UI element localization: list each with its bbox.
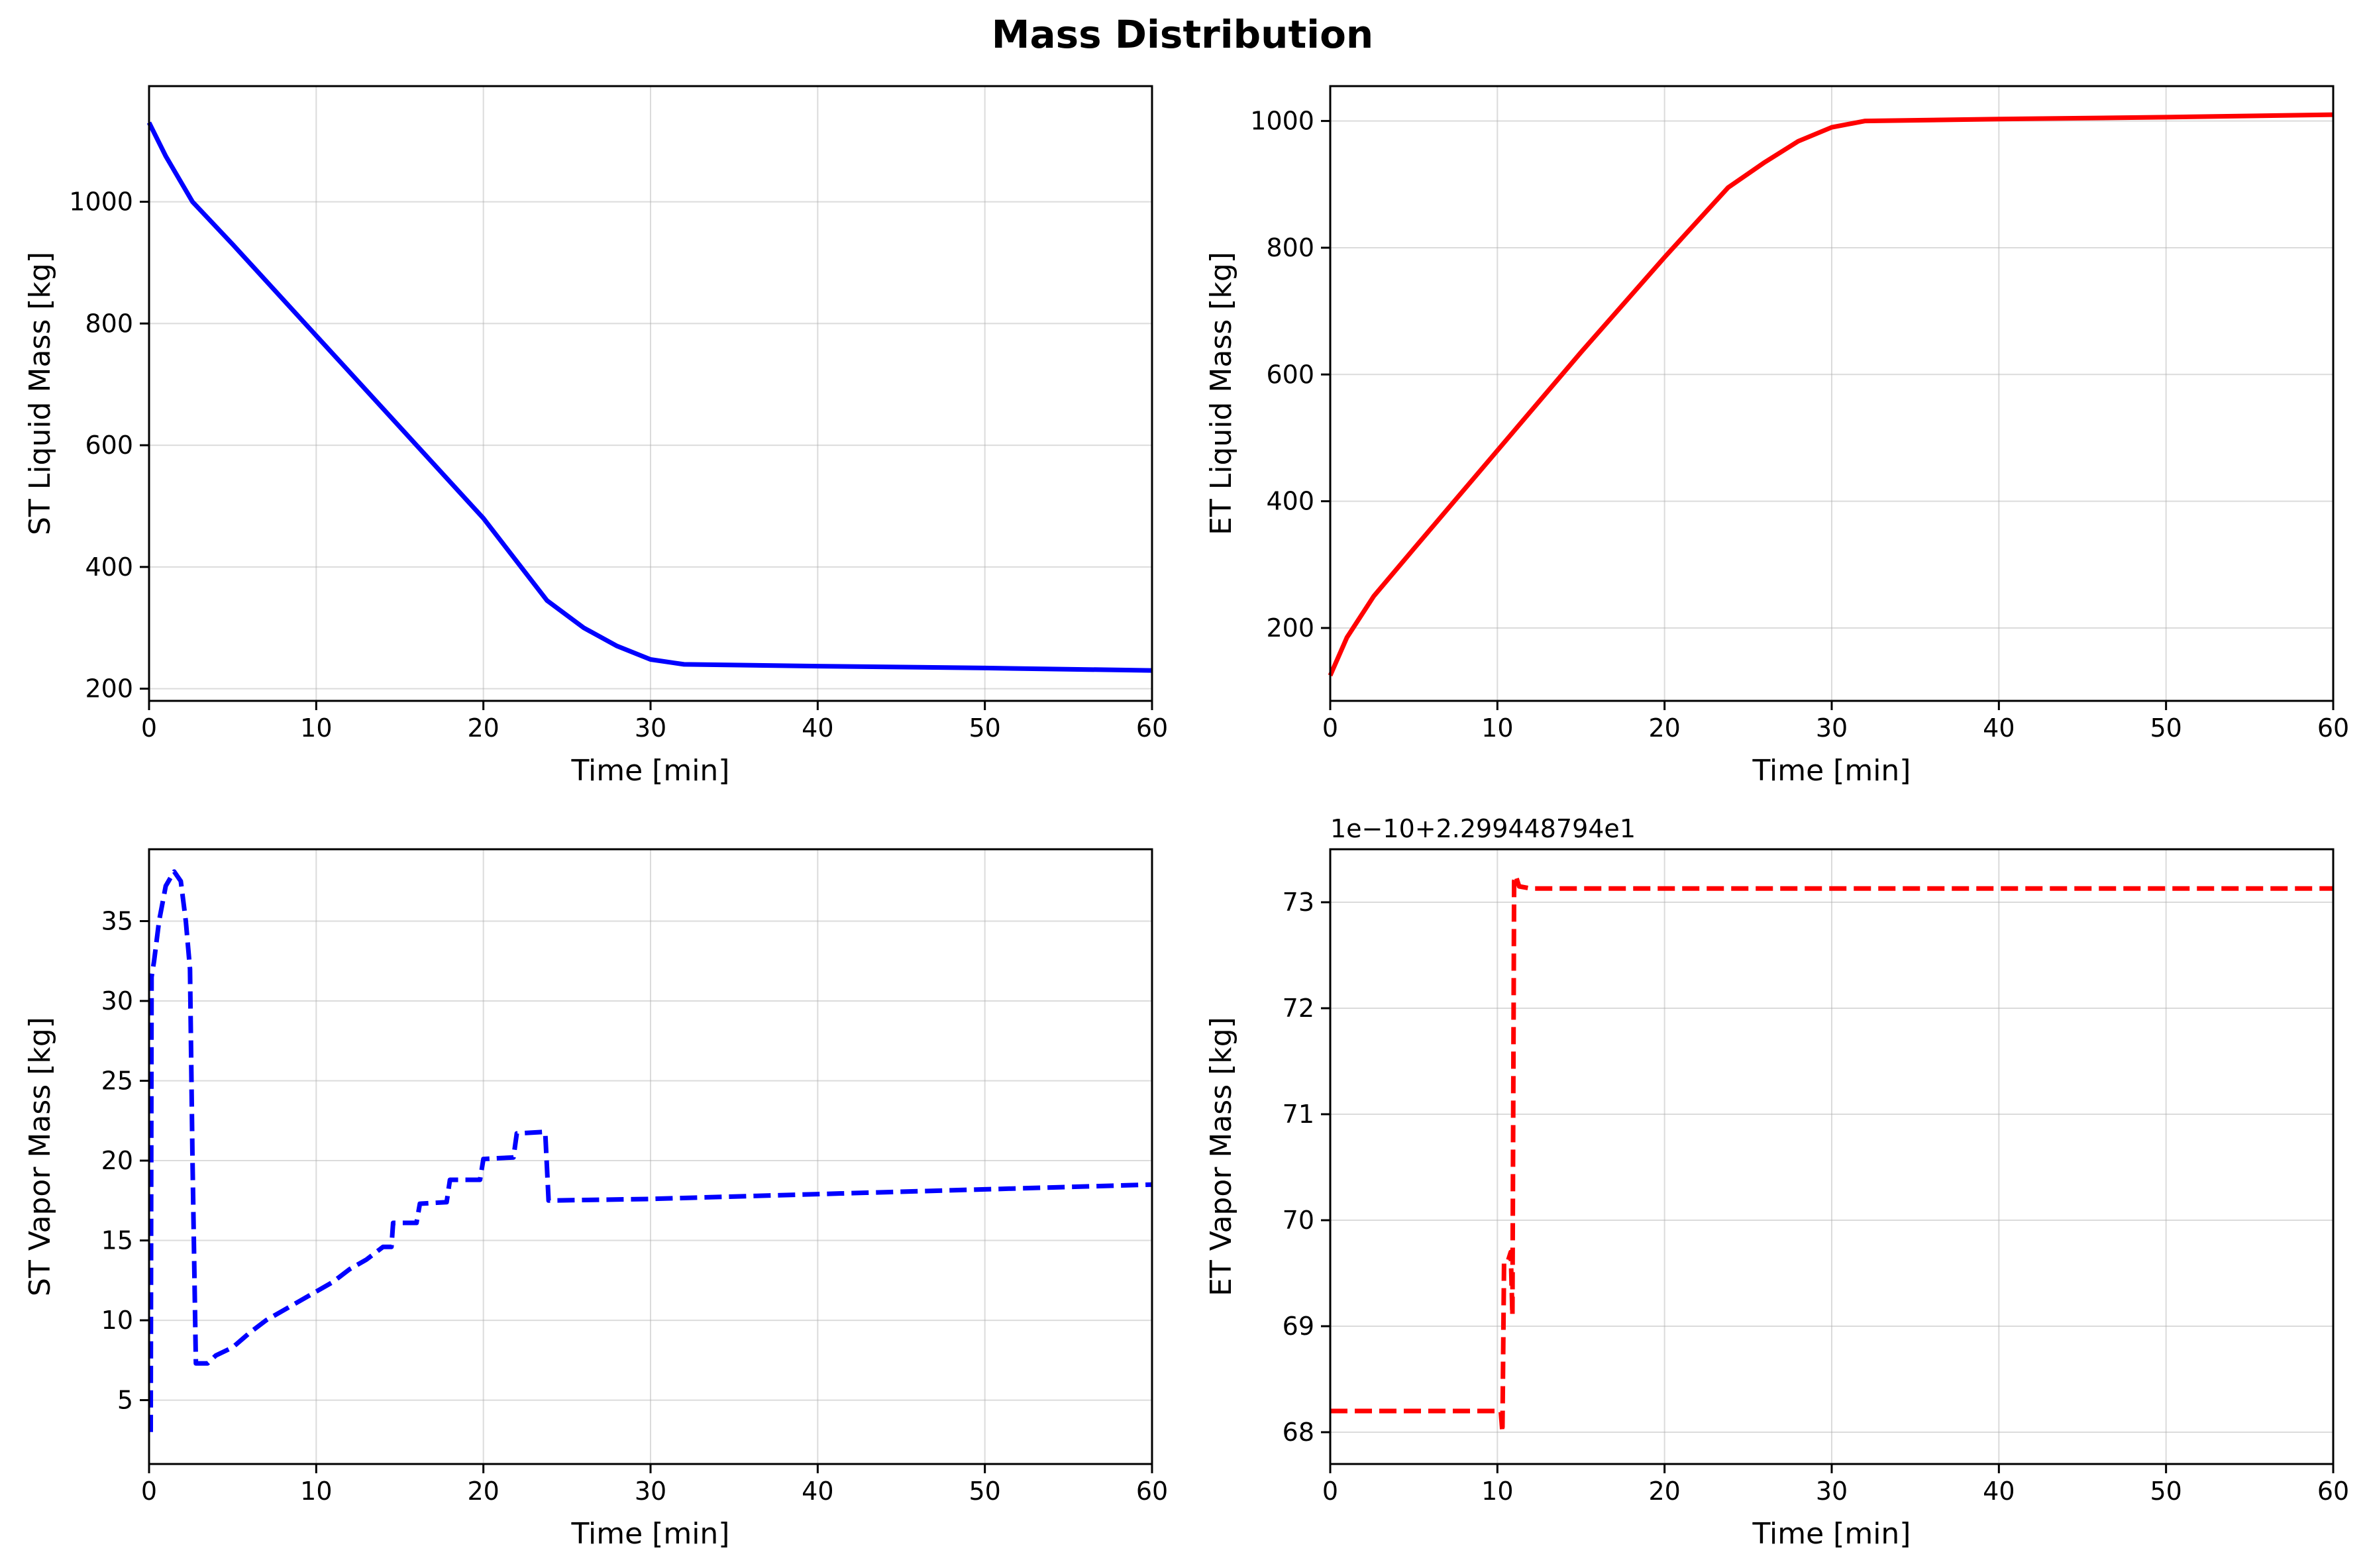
x-tick-label-st-liquid: 10: [300, 713, 332, 743]
grid-et-liquid: [1330, 86, 2334, 701]
x-tick-label-et-vapor: 20: [1648, 1477, 1680, 1506]
grid-et-vapor: [1330, 849, 2334, 1464]
x-tick-label-st-vapor: 10: [300, 1477, 332, 1506]
x-tick-label-et-liquid: 30: [1816, 713, 1848, 743]
x-tick-label-st-liquid: 20: [467, 713, 499, 743]
y-tick-label-et-liquid: 1000: [1250, 107, 1314, 136]
panel-et-liquid: 0 10 20 30 40 50 60 200 400 600 800 1000 Time [min]…: [1204, 85, 2349, 788]
x-tick-label-et-vapor: 50: [2150, 1477, 2181, 1506]
x-tick-label-et-vapor: 60: [2317, 1477, 2349, 1506]
x-tick-label-et-liquid: 20: [1648, 713, 1680, 743]
x-tick-label-st-liquid: 50: [969, 713, 1000, 743]
x-tick-label-st-vapor: 60: [1136, 1477, 1168, 1506]
y-tick-label-et-liquid: 800: [1266, 233, 1314, 262]
y-tick-label-st-vapor: 15: [101, 1226, 133, 1255]
ticks-st-liquid: 0 10 20 30 40 50 60 200 400 600 800 1000: [69, 187, 1168, 743]
y-tick-label-et-vapor: 72: [1283, 994, 1314, 1023]
panel-et-vapor: 0 10 20 30 40 50 60 68 69 70 71 72 73 Time [min] ET …: [1204, 814, 2349, 1551]
x-tick-label-st-liquid: 30: [635, 713, 666, 743]
y-tick-label-et-liquid: 400: [1266, 487, 1314, 516]
y-axis-offset-text-et-vapor: 1e−10+2.299448794e1: [1330, 814, 1636, 843]
y-tick-label-et-liquid: 200: [1266, 613, 1314, 643]
grid-st-liquid: [148, 86, 1153, 701]
x-tick-label-st-vapor: 0: [141, 1477, 157, 1506]
panel-st-liquid: 0 10 20 30 40 50 60 200 400 600 800 1000 Time [min]…: [23, 85, 1168, 788]
x-tick-label-et-vapor: 40: [1983, 1477, 2015, 1506]
x-tick-label-et-liquid: 40: [1983, 713, 2015, 743]
st-vapor-mass-line: [148, 869, 1153, 1432]
x-tick-label-et-liquid: 0: [1322, 713, 1338, 743]
x-tick-label-et-vapor: 10: [1481, 1477, 1513, 1506]
y-tick-label-st-vapor: 20: [101, 1146, 133, 1175]
y-axis-label-et-vapor: ET Vapor Mass [kg]: [1204, 1017, 1238, 1296]
y-tick-label-et-vapor: 69: [1283, 1312, 1314, 1341]
et-liquid-mass-line: [1328, 112, 2334, 677]
x-tick-label-st-vapor: 20: [467, 1477, 499, 1506]
y-tick-label-st-liquid: 400: [85, 552, 133, 582]
et-vapor-mass-line: [1330, 873, 2333, 1435]
x-tick-label-et-liquid: 50: [2150, 713, 2181, 743]
y-tick-label-et-vapor: 68: [1283, 1418, 1314, 1447]
y-tick-label-et-vapor: 71: [1283, 1100, 1314, 1129]
x-tick-label-et-liquid: 60: [2317, 713, 2349, 743]
y-tick-label-st-vapor: 10: [101, 1306, 133, 1335]
y-tick-label-st-liquid: 600: [85, 431, 133, 460]
x-tick-label-et-vapor: 0: [1322, 1477, 1338, 1506]
x-tick-label-st-liquid: 0: [141, 713, 157, 743]
x-tick-label-et-vapor: 30: [1816, 1477, 1848, 1506]
x-tick-label-st-vapor: 50: [969, 1477, 1000, 1506]
x-axis-label-st-vapor: Time [min]: [571, 1517, 730, 1551]
y-tick-label-et-vapor: 70: [1283, 1206, 1314, 1235]
x-tick-label-st-liquid: 40: [802, 713, 833, 743]
y-tick-label-st-vapor: 30: [101, 986, 133, 1016]
panel-st-vapor: 0 10 20 30 40 50 60 5 10 15 20 25 30 35 Time [min] ST…: [23, 848, 1169, 1551]
x-axis-label-et-vapor: Time [min]: [1752, 1517, 1911, 1551]
y-tick-label-st-vapor: 5: [117, 1386, 133, 1415]
ticks-et-vapor: 0 10 20 30 40 50 60 68 69 70 71 72 73: [1283, 888, 2350, 1506]
y-tick-label-et-vapor: 73: [1283, 888, 1314, 917]
x-axis-label-et-liquid: Time [min]: [1752, 754, 1911, 788]
x-axis-label-st-liquid: Time [min]: [571, 754, 730, 788]
figure-title: Mass Distribution: [991, 12, 1374, 57]
y-axis-label-st-liquid: ST Liquid Mass [kg]: [23, 252, 57, 535]
y-tick-label-st-vapor: 25: [101, 1067, 133, 1096]
y-tick-label-st-liquid: 1000: [69, 187, 133, 217]
y-tick-label-et-liquid: 600: [1266, 360, 1314, 389]
x-tick-label-st-vapor: 30: [635, 1477, 666, 1506]
ticks-et-liquid: 0 10 20 30 40 50 60 200 400 600 800 1000: [1250, 107, 2349, 743]
y-axis-label-st-vapor: ST Vapor Mass [kg]: [23, 1017, 57, 1296]
y-tick-label-st-liquid: 200: [85, 674, 133, 704]
st-liquid-mass-line: [146, 121, 1153, 673]
x-tick-label-st-vapor: 40: [802, 1477, 833, 1506]
y-tick-label-st-liquid: 800: [85, 309, 133, 338]
ticks-st-vapor: 0 10 20 30 40 50 60 5 10 15 20 25 30 35: [101, 906, 1169, 1506]
y-axis-label-et-liquid: ET Liquid Mass [kg]: [1204, 252, 1238, 535]
x-tick-label-st-liquid: 60: [1136, 713, 1168, 743]
x-tick-label-et-liquid: 10: [1481, 713, 1513, 743]
y-tick-label-st-vapor: 35: [101, 906, 133, 935]
grid-st-vapor: [148, 849, 1153, 1464]
